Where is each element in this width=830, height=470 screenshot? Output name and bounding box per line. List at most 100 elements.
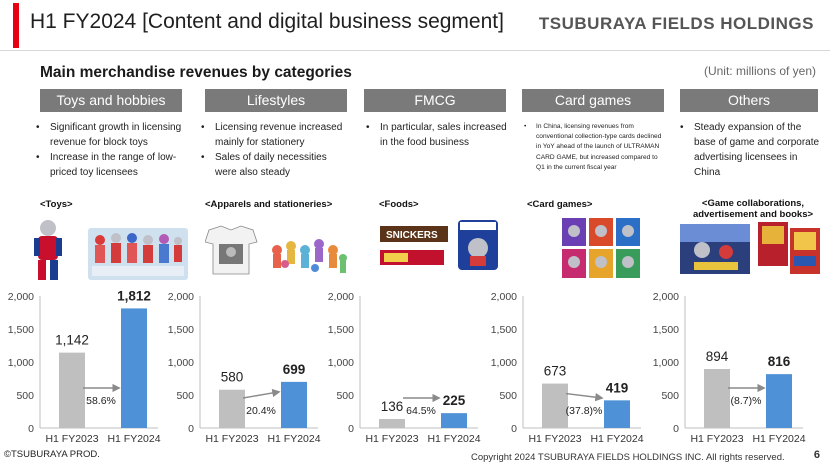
y-tick-label: 500 [661,390,679,402]
bar-fy2023 [379,419,405,428]
bar-value-label: 673 [544,364,567,379]
page-title: H1 FY2024 [Content and digital business … [30,10,504,33]
sub-label-toys: <Toys> [40,199,73,210]
page-number: 6 [813,449,820,461]
y-tick-label: 0 [28,423,34,435]
game-books-photo [680,220,822,278]
y-tick-label: 2,000 [168,291,194,303]
category-header-others: Others [680,89,818,112]
bar-fy2024 [121,308,147,428]
section-subtitle: Main merchandise revenues by categories [40,64,352,81]
y-tick-label: 2,000 [653,291,679,303]
footer-credit: ©TSUBURAYA PROD. [4,449,100,460]
y-tick-label: 500 [336,390,354,402]
bar-value-label: 580 [221,370,244,385]
bar-value-label: 136 [381,399,404,414]
y-tick-label: 2,000 [8,291,34,303]
bullets-fmcg: In particular, sales increased in the fo… [364,120,514,150]
bar-fy2024 [766,374,792,428]
change-percent-label: 64.5% [406,405,436,417]
bullet-item: In China, licensing revenues from conven… [522,122,668,173]
y-tick-label: 1,000 [491,357,517,369]
bullet-item: Steady expansion of the base of game and… [678,120,820,180]
y-tick-label: 2,000 [491,291,517,303]
y-tick-label: 500 [176,390,194,402]
svg-text:SNICKERS: SNICKERS [386,230,438,241]
change-arrow [242,388,281,399]
bar-fy2023 [219,389,245,428]
sub-label-others: <Game collaborations, advertisement and … [692,198,814,220]
bullet-item: In particular, sales increased in the fo… [364,120,514,150]
bullet-item: Increase in the range of low-priced toy … [34,150,192,180]
sub-label-lifestyles: <Apparels and stationeries> [205,199,333,210]
bar-chart-toys: 0 500 1,000 1,500 2,000 1,142 H1 FY2023 1,812 H1… [8,290,161,445]
y-tick-label: 1,000 [653,357,679,369]
y-tick-label: 500 [499,390,517,402]
x-category-label: H1 FY2023 [45,433,98,445]
y-tick-label: 500 [16,390,34,402]
toy-figures-photo [12,214,190,282]
bar-value-label: 1,812 [117,290,151,303]
y-tick-label: 0 [348,423,354,435]
x-category-label: H1 FY2023 [528,433,581,445]
bar-value-label: 1,142 [55,333,89,348]
company-logo-text: TSUBURAYA FIELDS HOLDINGS [538,14,814,33]
bullets-others: Steady expansion of the base of game and… [678,120,820,180]
change-percent-label: (8.7)% [731,395,762,407]
bar-chart-lifestyles: 0 500 1,000 1,500 2,000 580 H1 FY2023 699 H1 FY2… [168,291,321,445]
x-category-label: H1 FY2024 [107,433,160,445]
x-category-label: H1 FY2024 [752,433,805,445]
bar-value-label: 419 [606,380,629,395]
sub-label-fmcg: <Foods> [379,199,419,210]
bar-fy2023 [704,368,730,428]
bar-value-label: 699 [283,362,306,377]
y-tick-label: 1,500 [653,324,679,336]
y-tick-label: 1,500 [8,324,34,336]
apparel-stationery-photo [204,222,351,278]
bar-value-label: 225 [443,393,466,408]
bar-fy2023 [59,352,85,428]
bullets-toys: Significant growth in licensing revenue … [34,120,192,180]
category-header-card-games: Card games [522,89,664,112]
change-percent-label: (37.8)% [566,405,603,417]
y-tick-label: 1,000 [168,357,194,369]
food-products-photo: SNICKERS [378,216,504,280]
x-category-label: H1 FY2023 [365,433,418,445]
bar-chart-fmcg: 0 500 1,000 1,500 2,000 136 H1 FY2023 225 H1 FY2… [328,291,481,445]
bar-fy2024 [281,381,307,428]
title-accent-bar [13,3,19,48]
change-percent-label: 58.6% [86,395,116,407]
bar-fy2024 [604,400,630,428]
title-bar [0,0,830,51]
x-category-label: H1 FY2023 [690,433,743,445]
y-tick-label: 0 [673,423,679,435]
category-header-fmcg: FMCG [364,89,506,112]
bullet-item: Sales of daily necessities were also ste… [199,150,349,180]
category-header-lifestyles: Lifestyles [205,89,347,112]
y-tick-label: 1,000 [8,357,34,369]
bar-chart-card-games: 0 500 1,000 1,500 2,000 673 H1 FY2023 419 H1 FY2… [491,291,644,445]
bullets-card-games: In China, licensing revenues from conven… [522,122,668,173]
x-category-label: H1 FY2024 [590,433,643,445]
unit-note: (Unit: millions of yen) [703,64,816,78]
bar-fy2024 [441,413,467,428]
x-category-label: H1 FY2023 [205,433,258,445]
bullet-item: Significant growth in licensing revenue … [34,120,192,150]
y-tick-label: 2,000 [328,291,354,303]
y-tick-label: 0 [188,423,194,435]
y-tick-label: 0 [511,423,517,435]
change-arrow [565,392,604,402]
x-category-label: H1 FY2024 [267,433,320,445]
x-category-label: H1 FY2024 [427,433,480,445]
bar-fy2023 [542,383,568,428]
y-tick-label: 1,500 [328,324,354,336]
bullet-item: Licensing revenue increased mainly for s… [199,120,349,150]
sub-label-card-games: <Card games> [527,199,593,210]
bar-value-label: 894 [706,349,729,364]
y-tick-label: 1,500 [491,324,517,336]
bar-chart-others: 0 500 1,000 1,500 2,000 894 H1 FY2023 816 H1 FY2… [653,291,806,445]
y-tick-label: 1,000 [328,357,354,369]
change-percent-label: 20.4% [246,405,276,417]
category-header-toys: Toys and hobbies [40,89,182,112]
y-tick-label: 1,500 [168,324,194,336]
